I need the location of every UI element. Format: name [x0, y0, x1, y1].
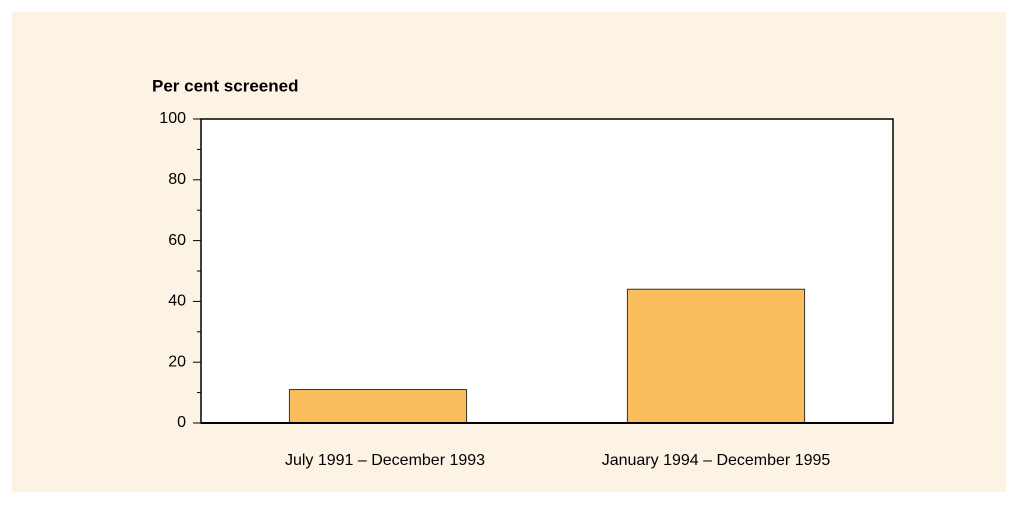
x-tick-label: July 1991 – December 1993 [285, 452, 485, 469]
bar [626, 288, 806, 424]
y-tick-label: 0 [177, 414, 186, 431]
y-tick-label: 60 [168, 232, 186, 249]
y-tick-label: 20 [168, 353, 186, 370]
bar [288, 389, 468, 424]
x-tick-label: January 1994 – December 1995 [602, 452, 831, 469]
y-tick-label: 100 [159, 110, 186, 127]
chart-title: Per cent screened [152, 76, 298, 95]
y-tick-label: 40 [168, 293, 186, 310]
y-tick-label: 80 [168, 171, 186, 188]
